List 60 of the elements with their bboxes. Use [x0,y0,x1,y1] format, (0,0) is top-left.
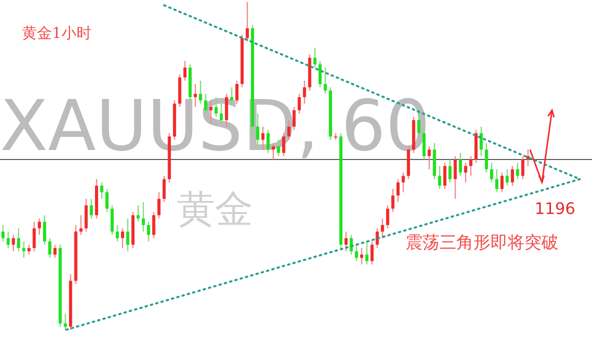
candlestick [313,47,316,68]
candlestick [495,168,498,193]
candlestick [105,188,109,213]
candlestick [458,152,462,176]
candlestick [396,178,400,203]
candlestick [464,162,468,183]
candlestick [380,218,384,239]
candlestick [90,198,93,220]
candlestick [490,162,494,183]
candlestick [246,1,249,42]
candlestick [12,234,15,252]
candlestick [318,60,322,88]
candlestick [126,218,130,252]
candlestick [438,165,442,190]
candlestick [136,204,140,222]
candlestick [120,228,124,249]
candlestick [376,228,379,249]
candlestick [84,198,88,232]
annotation: 震荡三角形即将突破 [406,233,558,253]
candlestick [480,126,483,157]
candlestick [506,168,509,186]
candlestick [386,204,390,229]
candlestick [110,204,114,236]
candlestick [142,201,145,232]
candlestick [402,172,405,193]
candlestick [116,224,119,242]
candlestick [350,234,353,256]
candlestick [354,244,358,262]
text: 1196 [534,199,576,218]
candlestick [510,165,514,186]
candlestick [443,162,446,190]
candlestick [6,231,10,249]
candlestick [370,240,374,265]
candlestick [469,156,472,176]
candlestick [365,240,368,265]
candlestick [146,221,150,242]
candlestick [484,142,488,174]
candlestick [152,211,156,239]
candlestick [48,238,52,258]
candlestick [500,172,504,193]
candlestick [391,188,394,213]
candlestick [38,218,41,236]
candlestick [521,156,524,180]
candlestick [454,156,457,200]
candlestick [448,158,452,183]
candlestick [53,244,57,258]
candlestick [22,240,26,258]
candlestick [100,182,104,200]
candlestick [27,244,31,256]
candlestick [43,214,46,246]
candlestick [157,192,160,220]
candlestick [17,228,20,252]
candlestick [32,221,36,252]
candlestick [360,247,364,265]
candlestick [183,60,186,82]
candlestick [516,162,520,180]
candlestick [162,175,166,203]
text: 黄金1小时 [22,24,92,42]
candlestick [1,224,5,242]
candlestick [344,231,348,252]
